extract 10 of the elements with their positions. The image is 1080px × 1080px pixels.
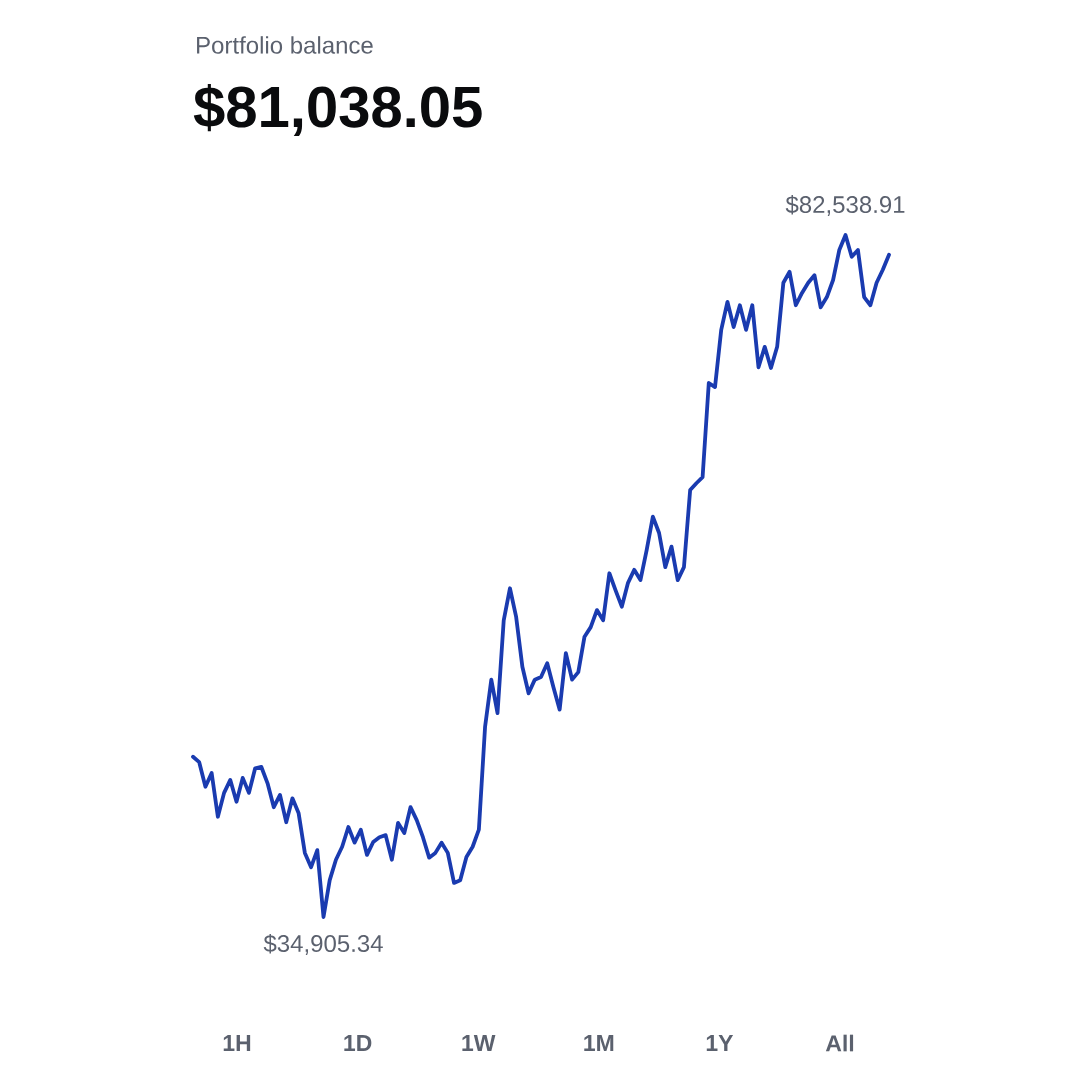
text: 1H — [223, 1035, 251, 1051]
chart-subtitle: $81,038.05 — [193, 83, 482, 136]
chart-title: Portfolio balance — [197, 36, 373, 54]
text: 1M — [584, 1035, 614, 1051]
text: 1W — [462, 1035, 496, 1051]
annotation: $82,538.91 — [785, 195, 905, 216]
text: All — [825, 1034, 854, 1052]
text: 1D — [344, 1035, 372, 1051]
annotation: $34,905.34 — [263, 934, 383, 955]
text: 1Y — [706, 1035, 734, 1051]
